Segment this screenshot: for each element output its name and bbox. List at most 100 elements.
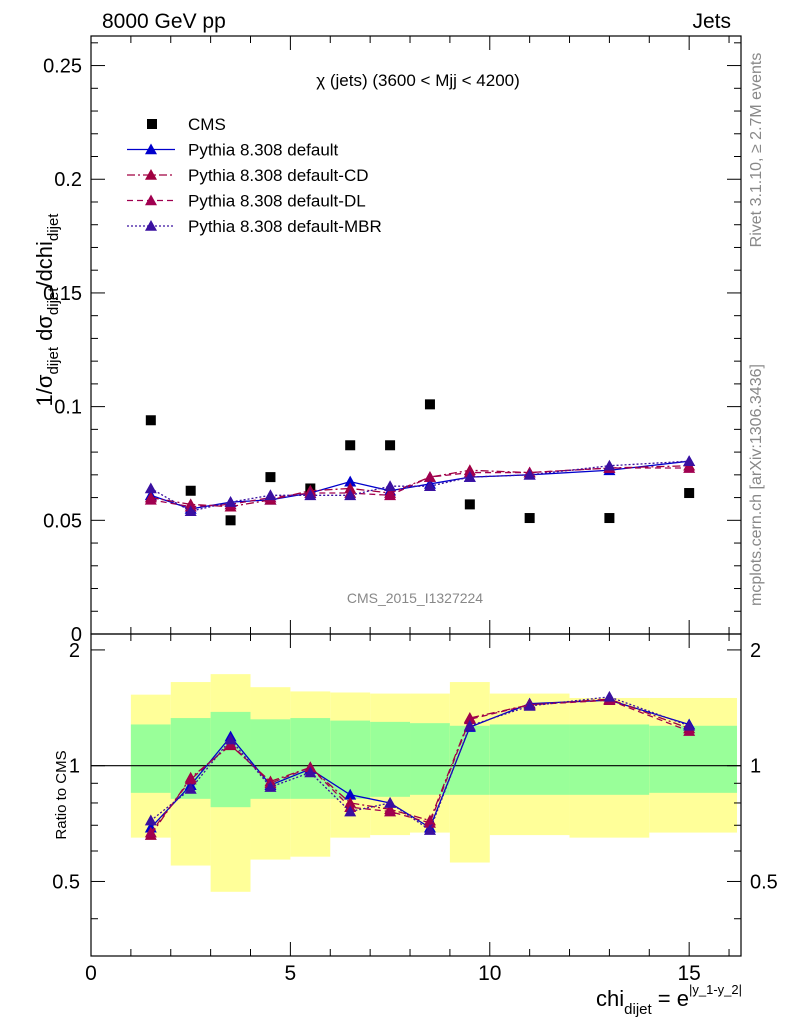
ratio-point xyxy=(384,805,397,817)
cms-data-point xyxy=(145,415,156,426)
legend-label: Pythia 8.308 default-MBR xyxy=(188,217,382,236)
legend-marker xyxy=(145,194,157,206)
rivet-label: Rivet 3.1.10, ≥ 2.7M events xyxy=(748,53,765,248)
ratio-point xyxy=(224,733,237,745)
legend-marker xyxy=(145,220,157,231)
green-band-bin xyxy=(290,718,331,799)
green-band-bin xyxy=(210,711,251,808)
cms-data-point xyxy=(684,488,695,499)
ratio-point xyxy=(344,805,357,817)
ratio-point xyxy=(463,719,476,731)
cms-data-point xyxy=(345,440,356,451)
x-tick-label: 0 xyxy=(85,962,97,985)
green-band-bin xyxy=(489,724,570,795)
series-point xyxy=(384,489,397,501)
series-line xyxy=(150,467,690,508)
ratio-point xyxy=(184,782,197,794)
series-point xyxy=(344,489,357,501)
series-point xyxy=(423,480,436,492)
x-tick-label: 5 xyxy=(285,962,297,985)
series-point xyxy=(224,496,237,507)
cms-data-point xyxy=(225,515,236,526)
series-point xyxy=(423,471,436,482)
series-point xyxy=(144,493,157,505)
green-band-bin xyxy=(330,720,371,799)
series-point xyxy=(523,468,536,480)
green-band-bin xyxy=(649,725,738,793)
ratio-point xyxy=(423,816,436,828)
green-band-bin xyxy=(370,721,411,797)
ratio-line xyxy=(150,698,690,836)
upper-y-tick-label: 0.1 xyxy=(54,397,82,419)
lower-y-tick-label: 1 xyxy=(69,756,80,778)
series-point xyxy=(144,482,157,494)
ratio-point xyxy=(384,796,397,808)
lower-y-axis-label: Ratio to CMS xyxy=(53,750,70,839)
ratio-point xyxy=(144,814,157,826)
lower-frame xyxy=(90,633,742,957)
legend: CMS Pythia 8.308 default Pythia 8.308 defa… xyxy=(127,115,382,236)
ratio-point xyxy=(264,781,277,792)
ratio-point xyxy=(144,826,157,838)
x-tick-label: 15 xyxy=(677,962,700,985)
lower-y-tick-label-right: 0.5 xyxy=(750,871,778,893)
upper-y-tick-label: 0.15 xyxy=(43,283,82,305)
legend-label: Pythia 8.308 default-CD xyxy=(188,166,369,185)
upper-y-axis-label: 1/σdijet dσdijet/dchidijet xyxy=(32,213,62,407)
ratio-panel: 0 5 10 15 0.5 0.5 1 1 2 2 xyxy=(52,633,778,985)
legend-label: CMS xyxy=(188,115,226,134)
series-point xyxy=(683,455,696,466)
lower-y-tick-label: 0.5 xyxy=(52,871,80,893)
green-band-bin xyxy=(410,723,450,795)
ratio-point xyxy=(463,713,476,725)
series-point xyxy=(304,489,317,501)
ratio-point xyxy=(304,766,317,778)
series-point xyxy=(463,471,476,482)
series-point xyxy=(264,489,277,501)
legend-label: Pythia 8.308 default xyxy=(188,141,339,160)
lower-y-tick-label-right: 1 xyxy=(750,756,761,778)
legend-label: Pythia 8.308 default-DL xyxy=(188,192,366,211)
legend-marker xyxy=(147,119,157,129)
ratio-point xyxy=(603,690,616,702)
watermark-label: CMS_2015_I1327224 xyxy=(347,590,483,606)
green-band-bin xyxy=(130,724,171,793)
ratio-point xyxy=(184,773,197,785)
ratio-point xyxy=(523,699,536,711)
cms-data-point xyxy=(424,399,435,410)
cms-data-point xyxy=(604,513,615,524)
series-point xyxy=(384,480,397,492)
lower-y-tick-label-right: 2 xyxy=(750,640,761,662)
cms-data-point xyxy=(265,472,276,483)
series-line xyxy=(150,460,690,512)
lower-y-tick-label: 2 xyxy=(69,640,80,662)
plot-title: χ (jets) (3600 < Mjj < 4200) xyxy=(316,71,520,90)
mcplots-label: mcplots.cern.ch [arXiv:1306.3436] xyxy=(748,364,765,606)
ratio-point xyxy=(683,719,696,731)
legend-marker xyxy=(145,169,157,180)
green-band-bin xyxy=(449,725,490,795)
ratio-line xyxy=(150,699,690,829)
cms-data-point xyxy=(185,485,196,496)
x-tick-label: 10 xyxy=(478,962,501,985)
ratio-point xyxy=(344,788,357,800)
series-point xyxy=(683,462,696,473)
upper-panel: 0 0.05 0.1 0.15 0.2 0.25 xyxy=(43,35,742,956)
x-axis-label: chidijet = e|y_1-y_2| xyxy=(596,982,742,1018)
cms-data-point xyxy=(464,499,475,510)
upper-y-tick-label: 0 xyxy=(71,624,82,646)
cms-data-point xyxy=(524,513,535,524)
series-point xyxy=(344,475,357,487)
series-point xyxy=(603,459,616,471)
green-band-bin xyxy=(569,724,650,795)
header-left: 8000 GeV pp xyxy=(102,10,226,33)
header-right: Jets xyxy=(692,10,731,33)
ratio-point xyxy=(423,824,436,835)
ratio-line xyxy=(150,699,690,833)
upper-y-tick-label: 0.2 xyxy=(54,169,82,191)
legend-marker xyxy=(145,143,157,155)
upper-y-tick-label: 0.25 xyxy=(43,56,82,78)
cms-data-point xyxy=(385,440,396,451)
upper-y-tick-label: 0.05 xyxy=(43,510,82,532)
